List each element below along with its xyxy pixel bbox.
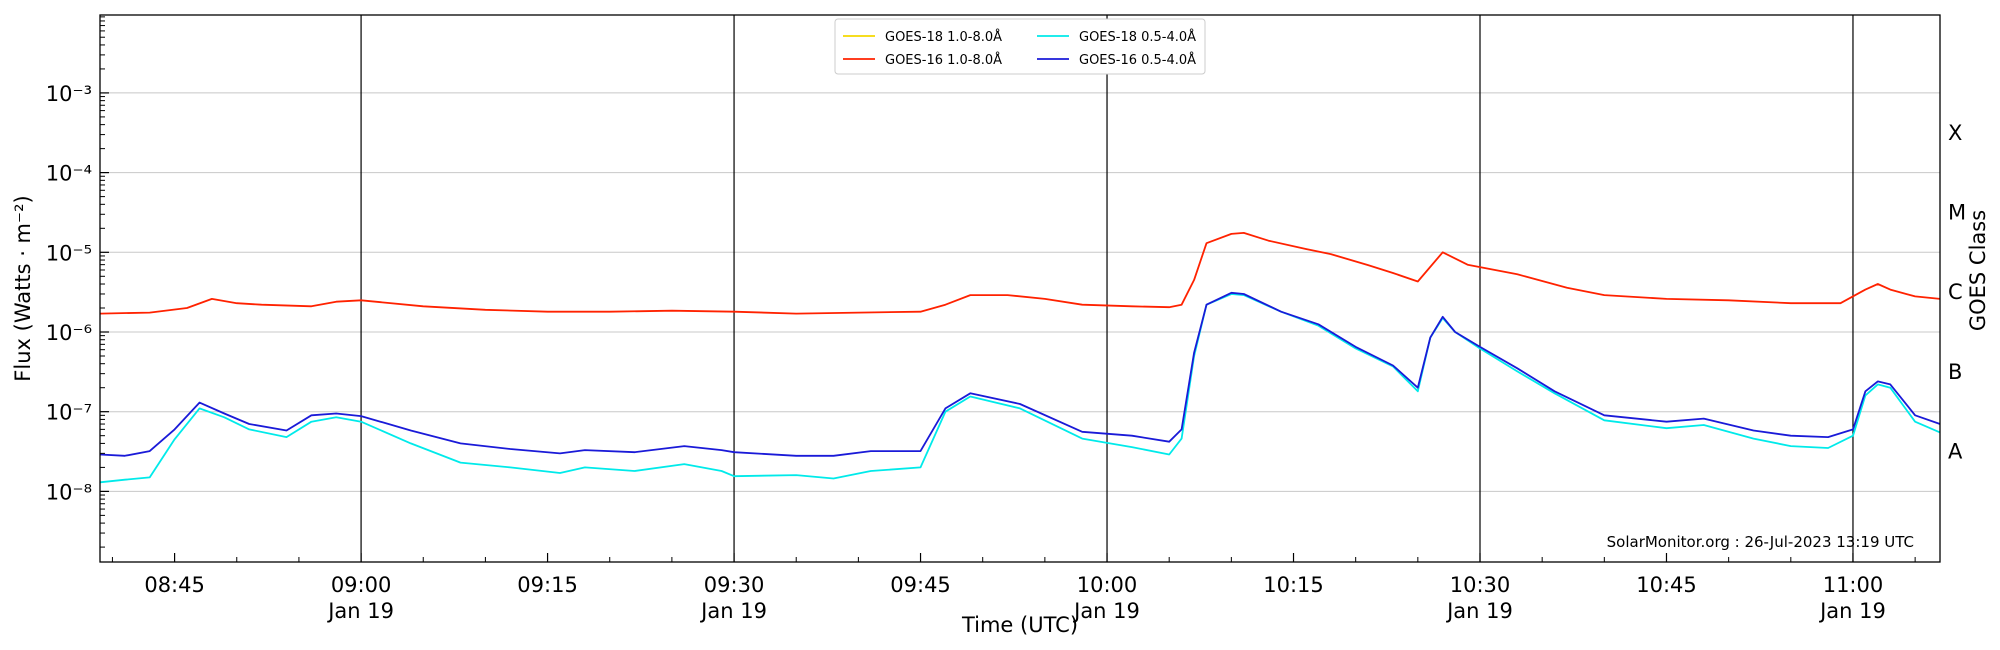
y-tick-label: 10⁻⁷ — [46, 401, 92, 425]
series-line-goes-16-1-0-8-0 — [99, 232, 1941, 315]
credit-text: SolarMonitor.org : 26-Jul-2023 13:19 UTC — [1607, 533, 1914, 551]
goes-class-label: X — [1948, 121, 1962, 145]
legend-box — [834, 18, 1206, 75]
legend: GOES-18 1.0-8.0Å GOES-18 0.5-4.0Å GOES-16 … — [834, 18, 1206, 75]
x-tick-label: 11:00 — [1823, 573, 1884, 597]
y-tick-label: 10⁻⁴ — [46, 162, 92, 186]
x-tick-label: 08:45 — [144, 573, 205, 597]
x-tick-label: 09:15 — [517, 573, 578, 597]
plot-frame — [99, 14, 1941, 563]
legend-entry-label: GOES-16 0.5-4.0Å — [1079, 52, 1196, 68]
legend-entry-label: GOES-16 1.0-8.0Å — [885, 52, 1002, 68]
goes-class-label: M — [1948, 200, 1966, 224]
y-axis-title: Flux (Watts · m⁻²) — [11, 195, 35, 381]
y-tick-label: 10⁻⁶ — [46, 321, 92, 345]
x-tick-date-label: Jan 19 — [699, 599, 767, 623]
x-tick-label: 09:30 — [704, 573, 765, 597]
x-tick-label: 09:45 — [890, 573, 951, 597]
goes-class-label: A — [1948, 440, 1963, 464]
x-tick-label: 10:00 — [1077, 573, 1138, 597]
series-line-goes-18-0-5-4-0 — [99, 293, 1941, 484]
goes-class-label: B — [1948, 360, 1962, 384]
day-divider-lines — [360, 15, 1854, 562]
goes-class-axis-title: GOES Class — [1966, 210, 1990, 331]
x-tick-date-label: Jan 19 — [1072, 599, 1140, 623]
grid-layer — [100, 92, 1940, 492]
y-tick-label: 10⁻⁸ — [46, 480, 92, 504]
series-line-goes-16-0-5-4-0 — [99, 291, 1941, 457]
y-tick-label: 10⁻⁵ — [46, 241, 92, 265]
legend-entry-label: GOES-18 1.0-8.0Å — [885, 29, 1002, 45]
x-axis-title: Time (UTC) — [961, 613, 1078, 637]
y-tick-label: 10⁻³ — [46, 82, 92, 106]
x-tick-date-label: Jan 19 — [326, 599, 394, 623]
x-tick-date-label: Jan 19 — [1818, 599, 1886, 623]
x-tick-label: 10:15 — [1263, 573, 1324, 597]
x-tick-label: 09:00 — [331, 573, 392, 597]
goes-class-label: C — [1948, 280, 1963, 304]
x-tick-label: 10:45 — [1636, 573, 1697, 597]
legend-entry-label: GOES-18 0.5-4.0Å — [1079, 29, 1196, 45]
goes-class-labels: A B C M X — [1948, 121, 1966, 464]
series-layer — [99, 232, 1941, 484]
x-tick-date-label: Jan 19 — [1445, 599, 1513, 623]
x-tick-label: 10:30 — [1450, 573, 1511, 597]
